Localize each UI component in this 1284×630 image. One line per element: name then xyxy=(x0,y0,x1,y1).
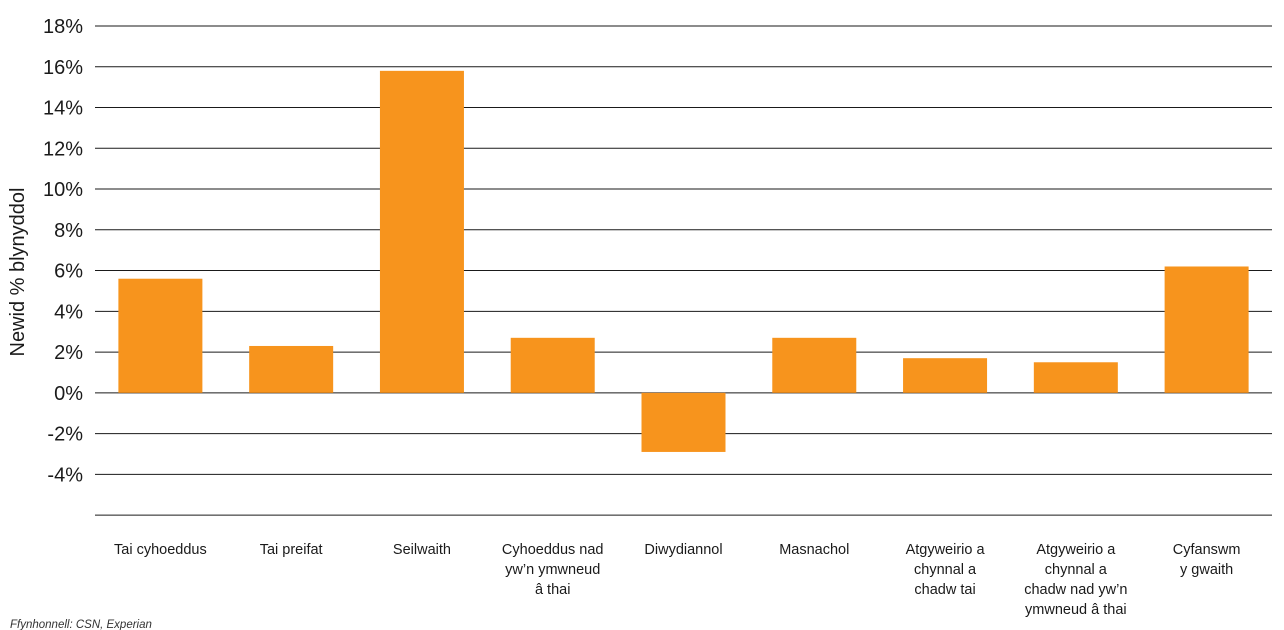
y-tick-label: 2% xyxy=(54,342,83,364)
y-tick-label: 10% xyxy=(43,179,83,201)
source-note: Ffynhonnell: CSN, Experian xyxy=(10,619,152,630)
x-category-label: Diwydiannol xyxy=(644,542,722,558)
x-category-label: Seilwaith xyxy=(393,542,451,558)
bar xyxy=(510,337,595,393)
y-tick-label: 12% xyxy=(43,138,83,160)
y-tick-label: 4% xyxy=(54,301,83,323)
x-category-labels: Tai cyhoeddus Tai preifat Seilwaith Cyhoedd… xyxy=(114,542,1240,618)
x-category-label: Atgyweirio a chynnal a chadw tai xyxy=(906,542,986,598)
bar xyxy=(379,70,464,393)
x-category-label: Cyhoeddus nad yw’n ymwneud â thai xyxy=(502,542,604,598)
bar xyxy=(1164,266,1249,393)
x-category-label: Atgyweirio a chynnal a chadw nad yw’n ymwne… xyxy=(1024,542,1127,618)
bar xyxy=(641,392,726,452)
x-category-label: Cyfanswm y gwaith xyxy=(1173,542,1241,578)
y-tick-labels: 18% 16% 14% 12% 10% 8% 6% 4% 2% 0% -2% -4% xyxy=(43,16,83,486)
x-category-label: Tai cyhoeddus xyxy=(114,542,207,558)
y-axis-title: Newid % blynyddol xyxy=(7,188,29,357)
bar xyxy=(772,337,857,393)
x-category-label: Tai preifat xyxy=(260,542,323,558)
y-tick-label: -2% xyxy=(47,424,83,446)
bar xyxy=(903,358,988,393)
bar xyxy=(1033,362,1118,393)
y-tick-label: -4% xyxy=(47,464,83,486)
bars xyxy=(118,70,1249,452)
y-tick-label: 6% xyxy=(54,261,83,283)
y-tick-label: 18% xyxy=(43,16,83,38)
y-tick-label: 0% xyxy=(54,383,83,405)
bar xyxy=(118,278,203,393)
y-tick-label: 8% xyxy=(54,220,83,242)
y-tick-label: 16% xyxy=(43,57,83,79)
bar xyxy=(249,345,334,393)
y-tick-label: 14% xyxy=(43,98,83,120)
x-category-label: Masnachol xyxy=(779,542,849,558)
